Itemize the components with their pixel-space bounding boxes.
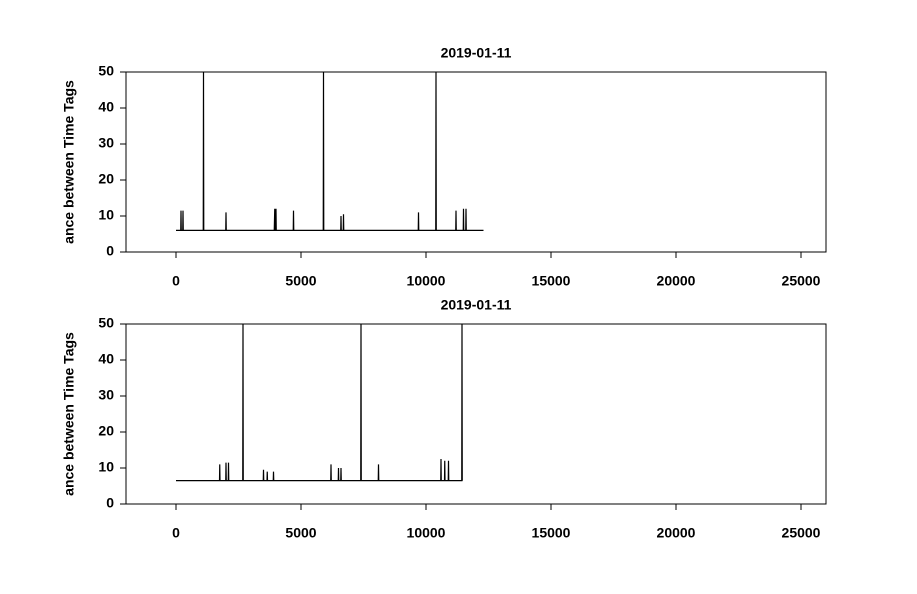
y-tick-label: 10	[98, 459, 114, 475]
x-tick-label: 25000	[782, 525, 821, 541]
chart-title: 2019-01-11	[441, 297, 512, 313]
x-tick-label: 10000	[407, 273, 446, 289]
x-tick-label: 10000	[407, 525, 446, 541]
x-tick-label: 20000	[657, 273, 696, 289]
x-tick-label: 5000	[285, 273, 316, 289]
y-tick-label: 20	[98, 171, 114, 187]
x-tick-label: 15000	[532, 525, 571, 541]
y-tick-label: 40	[98, 351, 114, 367]
x-tick-label: 5000	[285, 525, 316, 541]
y-tick-label: 40	[98, 99, 114, 115]
data-line	[176, 323, 463, 482]
y-tick-label: 50	[98, 63, 114, 79]
x-tick-label: 25000	[782, 273, 821, 289]
x-tick-label: 20000	[657, 525, 696, 541]
y-tick-label: 30	[98, 387, 114, 403]
chart-title: 2019-01-11	[441, 45, 512, 61]
y-tick-label: 30	[98, 135, 114, 151]
y-tick-label: 20	[98, 423, 114, 439]
y-tick-label: 10	[98, 207, 114, 223]
plot-frame	[125, 323, 827, 505]
y-axis-label: ance between Time Tags	[61, 80, 77, 244]
x-tick-label: 15000	[532, 273, 571, 289]
x-tick-label: 0	[172, 273, 180, 289]
y-tick-label: 50	[98, 315, 114, 331]
y-tick-label: 0	[106, 495, 114, 511]
data-line	[176, 71, 484, 231]
y-tick-label: 0	[106, 243, 114, 259]
plot-frame	[125, 71, 827, 253]
x-tick-label: 0	[172, 525, 180, 541]
y-axis-label: ance between Time Tags	[61, 332, 77, 496]
